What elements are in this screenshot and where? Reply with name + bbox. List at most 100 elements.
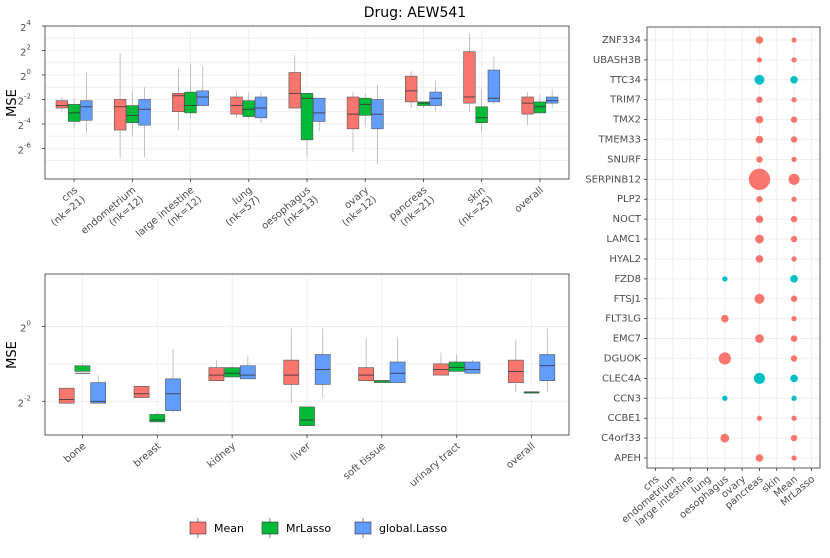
box-soft-tissue-mrlasso [374, 380, 390, 383]
box-body [283, 359, 300, 385]
dot-serpinb12-pancreas [748, 168, 771, 191]
x-tick-label-endometrium: endometrium(nk=12) [79, 185, 146, 246]
legend-label: Mean [214, 522, 244, 535]
dot-panel-frame [646, 26, 821, 469]
box-ovary-global-lasso [371, 84, 384, 165]
box-pancreas-mean [405, 71, 418, 109]
box-body [521, 96, 534, 115]
box-large-intestine-global-lasso [196, 66, 209, 107]
dot-hyal2-mean [791, 256, 797, 262]
dot-fzd8-oesophagus [722, 276, 728, 282]
box-body [74, 365, 91, 372]
y-tick-exponent: -2 [24, 92, 31, 100]
top-panel-boxes [55, 33, 559, 165]
box-body [172, 93, 185, 112]
gene-label-flt3lg: FLT3LG [605, 314, 641, 325]
dot-ccbe1-pancreas [756, 415, 763, 421]
dot-c4orf33-mean [790, 434, 798, 442]
gene-label-ccn3: CCN3 [613, 393, 641, 404]
gene-dot-panel: ZNF334 UBASH3B TTC34 TRIM7 TMX2 TMEM33 SNURF SE… [585, 26, 821, 529]
bottom-panel-boxes [58, 328, 556, 426]
bottom-panel-grid [45, 274, 569, 435]
box-body [539, 354, 556, 382]
gene-label-ttc34: TTC34 [609, 75, 641, 86]
box-body [165, 378, 181, 411]
box-body [133, 386, 150, 398]
dot-flt3lg-mean [791, 316, 797, 322]
box-body [313, 97, 326, 122]
box-urinary-tract-global-lasso [464, 360, 481, 374]
box-body [475, 106, 488, 123]
x-tick-label-soft-tissue: soft tissue [341, 441, 387, 482]
y-tick-label: 22 [20, 43, 31, 58]
dot-tmx2-pancreas [755, 115, 764, 124]
box-endometrium-global-lasso [138, 87, 151, 157]
y-tick-exponent: -6 [24, 141, 32, 149]
box-body [254, 96, 268, 119]
box-kidney-mrlasso [224, 365, 240, 378]
box-body [149, 414, 166, 423]
box-bone-global-lasso [90, 375, 106, 404]
gene-label-znf334: ZNF334 [602, 35, 641, 46]
box-overall-global-lasso [539, 328, 556, 392]
dot-emc7-pancreas [755, 334, 764, 343]
dot-panel-dots [718, 36, 800, 462]
y-tick-label: 2-2 [18, 92, 31, 107]
x-tick-label-liver: liver [289, 440, 313, 463]
y-tick-label: 2-6 [18, 141, 32, 156]
box-body [358, 367, 374, 382]
box-body [208, 367, 225, 382]
y-tick-exponent: -4 [24, 117, 32, 125]
y-tick-base: 2 [18, 96, 24, 107]
gene-label-dguok: DGUOK [604, 353, 642, 364]
x-tick-label-bone: bone [62, 441, 88, 465]
bottom-panel-y-ticks: 20 2-2 [18, 319, 45, 409]
box-body [242, 100, 255, 117]
dot-snurf-mean [791, 156, 797, 163]
box-body [224, 367, 240, 378]
gene-label-clec4a: CLEC4A [602, 373, 641, 384]
bottom-boxplot-panel: 202-2 bone breast kidney liver soft tissue ur… [5, 273, 570, 489]
y-tick-label: 20 [20, 319, 31, 334]
box-lung-mean [230, 90, 243, 118]
box-lung-mrlasso [242, 92, 255, 120]
box-body [240, 365, 256, 380]
y-tick-label: 2-2 [18, 394, 31, 409]
y-tick-base: 2 [18, 145, 24, 156]
box-body [389, 361, 406, 383]
x-tick-label-line: soft tissue [341, 441, 387, 482]
gene-label-apeh: APEH [614, 453, 641, 464]
legend-label: global.Lasso [379, 522, 447, 535]
box-oesophagus-mrlasso [300, 93, 314, 157]
box-body [288, 72, 301, 109]
box-body [58, 387, 75, 404]
box-overall-global-lasso [545, 89, 559, 109]
gene-label-ccbe1: CCBE1 [607, 413, 641, 424]
y-tick-label: 2-4 [18, 117, 32, 132]
box-body [448, 361, 465, 372]
box-urinary-tract-mean [433, 352, 449, 376]
box-soft-tissue-global-lasso [389, 337, 406, 383]
dot-ttc34-mean [790, 76, 798, 84]
box-overall-mrlasso [523, 391, 540, 394]
dot-hyal2-pancreas [755, 255, 764, 263]
dot-dguok-oesophagus [718, 352, 731, 365]
x-tick-label-large-intestine: large intestine(nk=12) [134, 185, 204, 249]
gene-label-plp2: PLP2 [617, 194, 641, 205]
box-liver-mean [283, 328, 300, 404]
box-bone-mrlasso [74, 363, 91, 374]
box-body [463, 51, 476, 104]
box-body [55, 100, 69, 109]
y-tick-base: 2 [20, 72, 26, 83]
box-body [90, 382, 106, 404]
y-tick-label: 20 [20, 68, 31, 83]
dot-ttc34-pancreas [754, 74, 765, 85]
box-body [299, 406, 315, 426]
box-body [113, 99, 127, 131]
dot-plp2-mean [791, 196, 797, 202]
box-large-intestine-mrlasso [184, 63, 197, 120]
dot-trim7-mean [791, 97, 797, 103]
y-tick-base: 2 [18, 398, 24, 409]
top-panel-x-ticks: cns(nk=21)endometrium(nk=12)large intest… [49, 179, 546, 249]
